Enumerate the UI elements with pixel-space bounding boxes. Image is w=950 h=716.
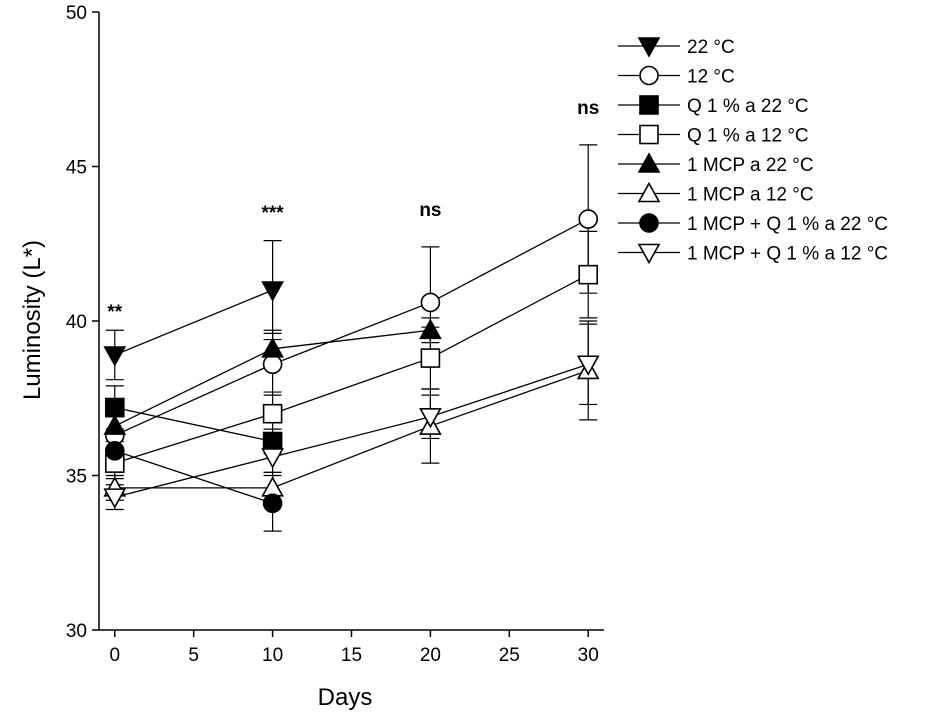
legend-marker — [639, 124, 659, 145]
series-line-8 — [114, 363, 589, 498]
series-4-point — [262, 403, 283, 424]
y-axis-title: Luminosity (L*) — [19, 240, 46, 400]
y-tick-label: 40 — [66, 312, 87, 333]
series-6-point — [261, 476, 284, 497]
series-2-point — [420, 292, 441, 313]
x-tick-label: 20 — [420, 645, 441, 666]
x-tick-label: 15 — [341, 645, 362, 666]
significance-label: ns — [419, 200, 441, 221]
x-tick-label: 10 — [262, 645, 283, 666]
y-tick-label: 30 — [66, 621, 87, 642]
legend-label: 12 °C — [687, 67, 735, 88]
series-1-point — [103, 346, 127, 367]
legend-label: Q 1 % a 12 °C — [687, 126, 809, 147]
series-1-point — [261, 281, 284, 302]
y-tick-label: 45 — [66, 158, 87, 179]
significance-label: *** — [262, 203, 285, 224]
legend-label: 1 MCP a 12 °C — [687, 185, 814, 206]
series-5-point — [261, 337, 284, 358]
legend-marker — [639, 95, 659, 115]
series-line-2 — [114, 218, 589, 436]
legend-label: 1 MCP + Q 1 % a 12 °C — [687, 244, 888, 265]
x-tick-label: 0 — [109, 645, 120, 666]
legend-marker — [637, 181, 661, 203]
legend-label: 22 °C — [687, 37, 735, 58]
series-4-point — [578, 264, 599, 285]
legend-label: 1 MCP + Q 1 % a 22 °C — [687, 214, 888, 235]
series-line-6 — [114, 369, 589, 489]
series-5-point — [103, 414, 127, 435]
series-3-point — [104, 397, 125, 418]
x-axis-title: Days — [318, 684, 373, 711]
series-7-point — [262, 493, 283, 514]
y-tick-label: 50 — [66, 3, 87, 24]
legend-marker — [637, 243, 661, 265]
series-2-point — [262, 354, 283, 375]
series-5-point — [419, 318, 442, 340]
x-tick-label: 5 — [188, 645, 199, 666]
legend-marker — [637, 152, 661, 173]
series-2-point — [578, 209, 599, 229]
series-8-point — [576, 355, 600, 376]
series-8-point — [419, 407, 442, 429]
legend-label: Q 1 % a 22 °C — [687, 96, 809, 117]
series-4-point — [420, 348, 441, 368]
legend-label: 1 MCP a 22 °C — [687, 155, 814, 176]
series-line-1 — [114, 289, 273, 356]
significance-label: ns — [577, 98, 599, 119]
legend: 22 °C 12 °C Q 1 % a 22 °C Q 1 % a 12 °C 1 MC… — [618, 37, 888, 265]
y-tick-label: 35 — [66, 467, 87, 488]
legend-marker — [639, 213, 659, 233]
legend-marker — [639, 65, 659, 86]
legend-marker — [637, 37, 661, 58]
series-8-point — [261, 448, 284, 469]
series-7-point — [104, 440, 125, 461]
x-tick-label: 25 — [499, 645, 520, 666]
series-8-point — [103, 488, 127, 509]
series-3-point — [262, 431, 283, 452]
significance-label: ** — [107, 302, 122, 323]
series-line-4 — [114, 274, 589, 464]
x-tick-label: 30 — [578, 645, 599, 666]
